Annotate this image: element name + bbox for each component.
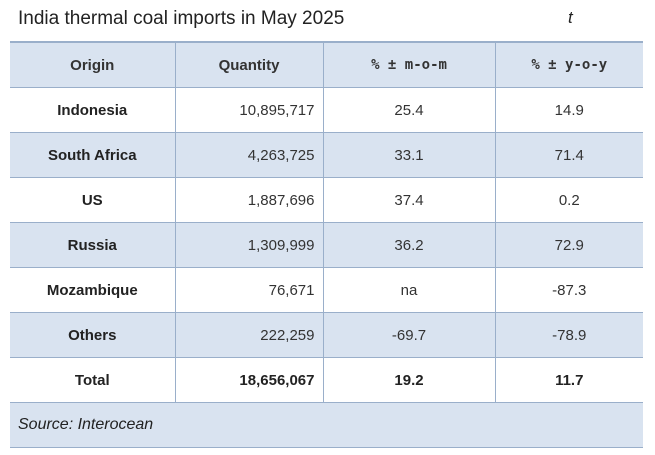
table-row: Russia 1,309,999 36.2 72.9 [10, 222, 643, 268]
table-row: US 1,887,696 37.4 0.2 [10, 177, 643, 223]
quantity-cell: 1,887,696 [174, 177, 323, 223]
yoy-cell: 71.4 [494, 132, 643, 178]
mom-cell: 25.4 [322, 87, 495, 133]
mom-cell: 37.4 [322, 177, 495, 223]
column-header-mom: % ± m-o-m [322, 42, 495, 88]
source-note: Source: Interocean [10, 402, 643, 448]
quantity-cell: 4,263,725 [174, 132, 323, 178]
coal-imports-table: Origin Quantity % ± m-o-m % ± y-o-y Indo… [10, 41, 643, 448]
quantity-cell: 76,671 [174, 267, 323, 313]
quantity-cell: 10,895,717 [174, 87, 323, 133]
mom-cell: -69.7 [322, 312, 495, 358]
table-title: India thermal coal imports in May 2025 [18, 8, 345, 29]
quantity-cell: 18,656,067 [174, 357, 323, 403]
table-row: Indonesia 10,895,717 25.4 14.9 [10, 87, 643, 133]
origin-cell: Russia [10, 222, 175, 268]
origin-cell: US [10, 177, 175, 223]
mom-cell: na [322, 267, 495, 313]
total-row: Total 18,656,067 19.2 11.7 [10, 357, 643, 403]
mom-cell: 33.1 [322, 132, 495, 178]
table-row: Mozambique 76,671 na -87.3 [10, 267, 643, 313]
column-header-quantity: Quantity [174, 42, 323, 88]
origin-cell: Others [10, 312, 175, 358]
title-bar: India thermal coal imports in May 2025 t [18, 8, 638, 32]
table-row: Others 222,259 -69.7 -78.9 [10, 312, 643, 358]
column-header-origin: Origin [10, 42, 175, 88]
yoy-cell: 72.9 [494, 222, 643, 268]
yoy-cell: 11.7 [494, 357, 643, 403]
origin-cell: Indonesia [10, 87, 175, 133]
mom-cell: 36.2 [322, 222, 495, 268]
source-row: Source: Interocean [10, 402, 643, 448]
yoy-cell: 0.2 [494, 177, 643, 223]
yoy-cell: -87.3 [494, 267, 643, 313]
header-row: Origin Quantity % ± m-o-m % ± y-o-y [10, 42, 643, 88]
column-header-yoy: % ± y-o-y [494, 42, 643, 88]
unit-label: t [568, 8, 573, 27]
origin-cell: South Africa [10, 132, 175, 178]
yoy-cell: 14.9 [494, 87, 643, 133]
origin-cell: Total [10, 357, 175, 403]
table-row: South Africa 4,263,725 33.1 71.4 [10, 132, 643, 178]
mom-cell: 19.2 [322, 357, 495, 403]
origin-cell: Mozambique [10, 267, 175, 313]
quantity-cell: 1,309,999 [174, 222, 323, 268]
yoy-cell: -78.9 [494, 312, 643, 358]
quantity-cell: 222,259 [174, 312, 323, 358]
